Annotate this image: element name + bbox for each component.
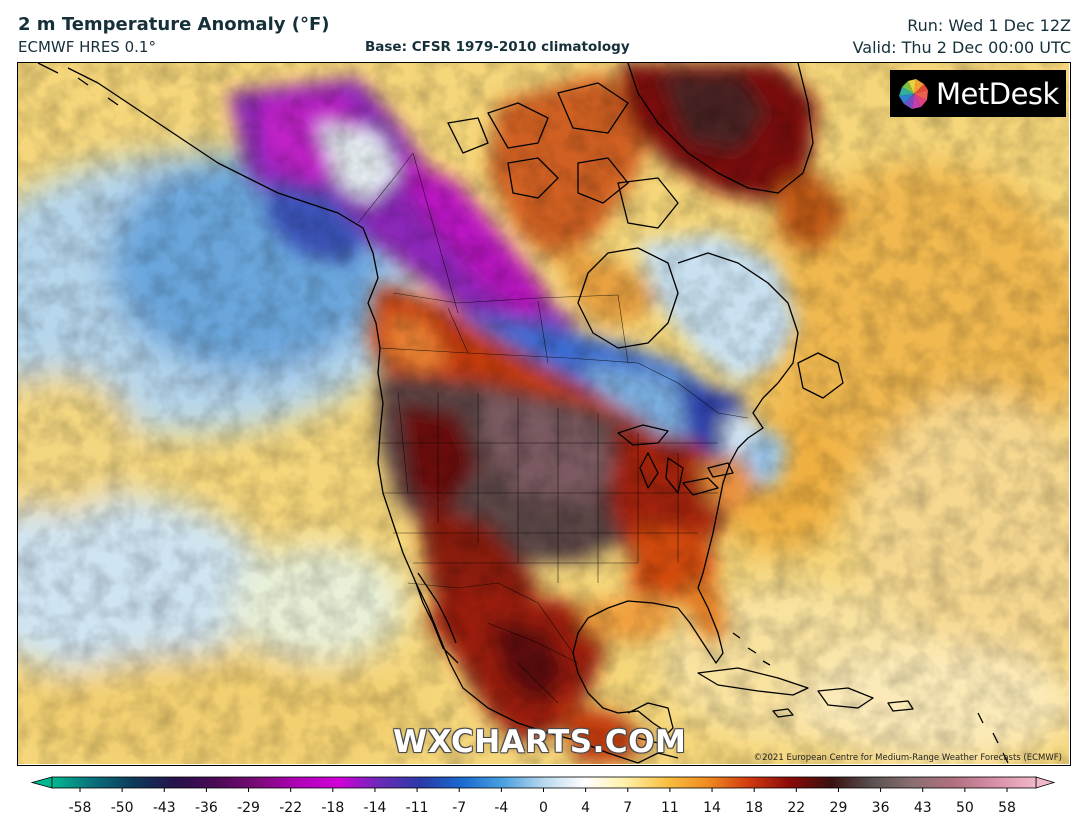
colorbar-min-arrow	[30, 776, 53, 789]
colorbar-tick-label: -11	[406, 800, 429, 816]
chart-title: 2 m Temperature Anomaly (°F)	[18, 14, 330, 35]
colorbar-tick-label: -29	[237, 800, 260, 816]
colorbar-tick-label: -50	[111, 800, 134, 816]
colorbar-tick-label: 0	[539, 800, 548, 816]
colorbar-tick-label: -36	[195, 800, 218, 816]
colorbar-tick-label: 11	[661, 800, 679, 816]
colorbar-tick-label: 7	[623, 800, 632, 816]
colorbar-tick-label: -4	[494, 800, 508, 816]
wxcharts-watermark: WXCHARTS.COM	[393, 724, 687, 760]
colorbar-legend: -58 -50 -43 -36 -29 -22 -18 -14 -11 -7 -4 0 4 7 11 14 18…	[30, 776, 1056, 816]
colorbar-tick-label: -14	[364, 800, 387, 816]
metdesk-logo-text: MetDesk	[936, 76, 1059, 111]
colorbar-tick-label: -18	[321, 800, 344, 816]
political-borders	[357, 152, 749, 704]
colorbar-tick-label: -58	[69, 800, 92, 816]
colorbar-tick-label: 14	[703, 800, 721, 816]
climatology-base-label: Base: CFSR 1979-2010 climatology	[365, 39, 630, 55]
colorbar-tick-label: -22	[279, 800, 302, 816]
colorbar-tick-label: -43	[153, 800, 176, 816]
colorbar-tick-label: 29	[830, 800, 848, 816]
colorbar-segments	[30, 776, 1056, 789]
colorbar-ticks: -58 -50 -43 -36 -29 -22 -18 -14 -11 -7 -4 0 4 7 11 14 18…	[69, 788, 1016, 816]
colorbar-max-arrow	[1035, 776, 1056, 789]
map-canvas	[18, 63, 1069, 764]
colorbar-tick-label: 18	[745, 800, 763, 816]
colorbar-tick-label: 22	[787, 800, 805, 816]
valid-time-label: Valid: Thu 2 Dec 00:00 UTC	[852, 38, 1071, 57]
colorbar-tick-label: 4	[581, 800, 590, 816]
colorbar-tick-label: 36	[872, 800, 890, 816]
coastlines	[37, 63, 1009, 764]
model-label: ECMWF HRES 0.1°	[18, 38, 156, 56]
colorbar-gradient	[51, 776, 1037, 789]
colorbar-tick-label: -7	[452, 800, 466, 816]
metdesk-pinwheel-icon	[899, 78, 928, 109]
temperature-anomaly-map[interactable]: MetDesk WXCHARTS.COM ©2021 European Cent…	[17, 62, 1071, 766]
copyright-notice: ©2021 European Centre for Medium-Range W…	[753, 753, 1062, 763]
colorbar-tick-label: 58	[998, 800, 1016, 816]
colorbar-tick-label: 50	[956, 800, 974, 816]
run-time-label: Run: Wed 1 Dec 12Z	[907, 16, 1071, 35]
texture-overlay	[18, 63, 1069, 764]
colorbar-tick-label: 43	[914, 800, 932, 816]
metdesk-logo: MetDesk	[890, 70, 1066, 117]
